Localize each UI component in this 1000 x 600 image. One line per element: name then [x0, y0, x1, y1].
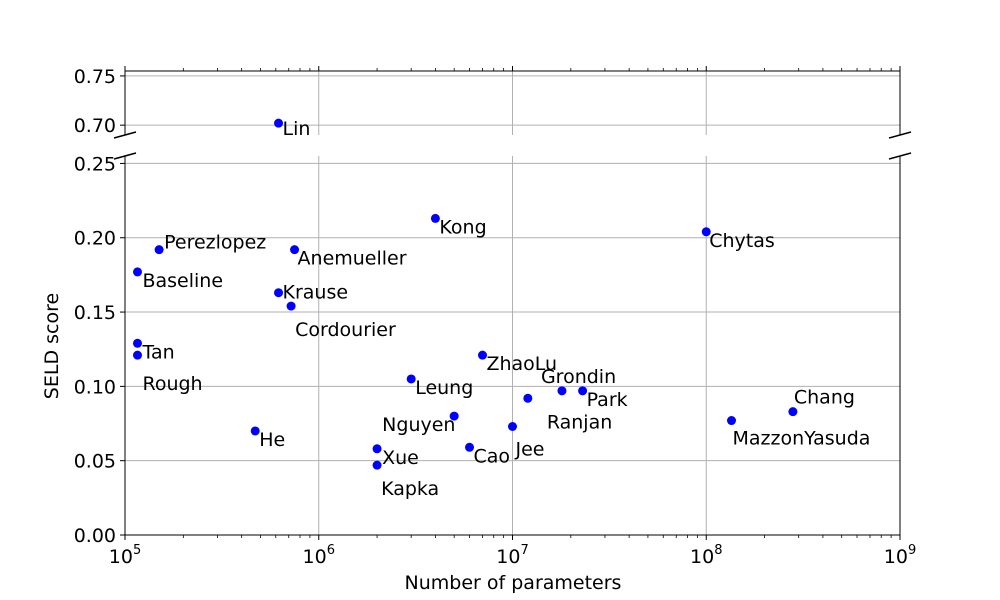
- data-point: [132, 350, 142, 360]
- data-point: [132, 338, 142, 348]
- point-label: Lin: [283, 118, 311, 140]
- point-label: Rough: [142, 373, 202, 395]
- data-point: [154, 245, 164, 255]
- data-point: [132, 267, 142, 277]
- data-points: [132, 118, 798, 470]
- lower-panel: 0.00 0.05 0.10 0.15 0.20 0.25 105 106 107 108 109: [74, 153, 917, 568]
- point-label: Anemueller: [298, 248, 407, 270]
- axis-break-mark: [113, 152, 137, 160]
- data-point: [406, 374, 416, 384]
- point-label: Cao: [474, 445, 511, 467]
- data-point: [274, 118, 284, 128]
- point-label: Kapka: [381, 478, 439, 500]
- axis-break-mark: [888, 152, 912, 160]
- data-point: [557, 386, 567, 396]
- point-label: Tan: [141, 341, 174, 363]
- point-label: Baseline: [142, 270, 223, 292]
- y-tick-label: 0.70: [74, 115, 116, 137]
- point-labels: Lin Kong Chytas Perezlopez Anemueller Baselin…: [141, 118, 870, 500]
- y-tick-label: 0.75: [74, 66, 116, 88]
- point-label: Leung: [415, 377, 473, 399]
- data-point: [430, 213, 440, 223]
- axis-break-mark: [888, 131, 912, 139]
- y-tick-label: 0.10: [74, 376, 116, 398]
- point-label: Chang: [794, 387, 855, 409]
- data-point: [290, 245, 300, 255]
- data-point: [523, 393, 533, 403]
- axis-break-marks: [113, 131, 912, 160]
- data-point: [788, 407, 798, 417]
- data-point: [372, 444, 382, 454]
- y-tick-label: 0.00: [74, 525, 116, 547]
- point-label: ZhaoLu: [486, 353, 557, 375]
- point-label: Ranjan: [547, 411, 612, 433]
- data-point: [477, 350, 487, 360]
- point-label: Krause: [283, 282, 349, 304]
- axis-break-mark: [113, 131, 137, 139]
- point-label: Park: [587, 389, 628, 411]
- point-label: Kong: [439, 216, 486, 238]
- data-point: [372, 460, 382, 470]
- x-tick-label: 107: [496, 543, 528, 568]
- point-label: Jee: [515, 439, 545, 461]
- y-tick-label: 0.05: [74, 451, 116, 473]
- y-tick-label: 0.15: [74, 302, 116, 324]
- point-label: Cordourier: [295, 319, 396, 341]
- data-point: [449, 411, 459, 421]
- data-point: [274, 288, 284, 298]
- data-point: [701, 227, 711, 237]
- data-point: [727, 416, 737, 426]
- data-point: [465, 442, 475, 452]
- point-label: Perezlopez: [164, 232, 266, 254]
- x-tick-label: 109: [884, 543, 916, 568]
- point-label: Nguyen: [382, 414, 455, 436]
- y-tick-label: 0.20: [74, 228, 116, 250]
- point-label: Grondin: [541, 366, 616, 388]
- point-label: He: [259, 429, 285, 451]
- data-point: [508, 422, 517, 432]
- upper-panel: 0.70 0.75: [74, 66, 901, 137]
- y-tick-label: 0.25: [74, 153, 116, 175]
- x-tick-label: 106: [303, 543, 335, 568]
- x-axis-label: Number of parameters: [405, 572, 622, 594]
- data-point: [578, 386, 588, 396]
- x-tick-label: 105: [109, 543, 141, 568]
- point-label: Xue: [382, 447, 419, 469]
- point-label: MazzonYasuda: [733, 428, 871, 450]
- y-axis-label: SELD score: [41, 293, 63, 399]
- x-tick-label: 108: [690, 543, 722, 568]
- point-label: Chytas: [709, 230, 775, 252]
- data-point: [286, 301, 296, 311]
- data-point: [250, 426, 260, 436]
